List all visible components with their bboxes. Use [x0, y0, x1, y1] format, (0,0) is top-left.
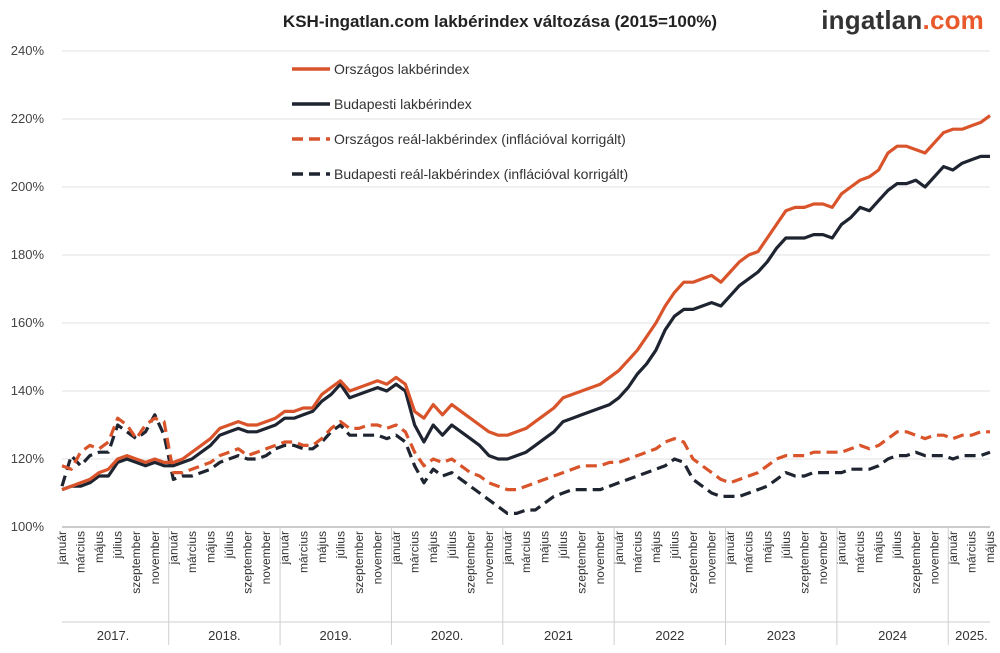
x-tick-label-2020-szeptember: szeptember — [463, 531, 477, 594]
x-tick-label-2023-július: július — [779, 531, 793, 559]
logo-text-main: ingatlan — [821, 5, 923, 35]
x-tick-label-2021-november: november — [593, 531, 607, 584]
x-tick-label-2021-szeptember: szeptember — [575, 531, 589, 594]
x-tick-label-2017-november: november — [148, 531, 162, 584]
year-label-2023: 2023 — [767, 628, 796, 643]
legend-label-1: Országos lakbérindex — [334, 61, 469, 77]
x-tick-label-2024-július: július — [890, 531, 904, 559]
x-tick-label-2024-január: január — [835, 531, 849, 565]
x-tick-label-2022-május: május — [649, 531, 663, 563]
year-label-2017: 2017. — [97, 628, 130, 643]
x-tick-label-2022-november: november — [705, 531, 719, 584]
x-tick-label-2019-január: január — [278, 531, 292, 565]
year-label-2025: 2025. — [955, 628, 988, 643]
x-tick-label-2017-január: január — [55, 531, 69, 565]
y-tick-label-240: 240% — [11, 43, 45, 58]
ingatlan-logo: ingatlan.com — [821, 5, 984, 36]
x-tick-label-2020-március: március — [408, 531, 422, 573]
x-tick-label-2018-március: március — [185, 531, 199, 573]
legend: Országos lakbérindex Budapesti lakbérinde… — [292, 61, 628, 182]
x-tick-label-2023-november: november — [816, 531, 830, 584]
x-tick-label-2019-március: március — [296, 531, 310, 573]
y-tick-label-220: 220% — [11, 111, 45, 126]
gridlines — [62, 50, 990, 528]
x-tick-label-2023-március: március — [742, 531, 756, 573]
x-tick-label-2021-március: március — [519, 531, 533, 573]
legend-label-3: Országos reál-lakbérindex (inflációval k… — [334, 131, 626, 147]
year-label-2018: 2018. — [208, 628, 241, 643]
x-tick-label-2020-január: január — [389, 531, 403, 565]
year-label-2021: 2021 — [544, 628, 573, 643]
x-tick-label-2025-január: január — [946, 531, 960, 565]
x-tick-label-2022-január: január — [612, 531, 626, 565]
x-tick-label-2023-január: január — [723, 531, 737, 565]
x-tick-label-2021-július: július — [556, 531, 570, 559]
x-tick-label-2019-július: július — [333, 531, 347, 559]
x-tick-label-2017-március: március — [74, 531, 88, 573]
chart-title: KSH-ingatlan.com lakbérindex változása (… — [282, 12, 718, 31]
series-line-1 — [61, 114, 991, 492]
year-label-2019: 2019. — [319, 628, 352, 643]
year-label-2022: 2022 — [655, 628, 684, 643]
y-tick-label-140: 140% — [11, 383, 45, 398]
legend-label-2: Budapesti lakbérindex — [334, 96, 472, 112]
x-tick-label-2020-május: május — [426, 531, 440, 563]
x-tick-label-2018-január: január — [166, 531, 180, 565]
x-tick-label-2024-november: november — [927, 531, 941, 584]
x-tick-label-2017-szeptember: szeptember — [129, 531, 143, 594]
x-tick-label-2020-november: november — [482, 531, 496, 584]
series-line-3 — [61, 416, 990, 492]
x-axis: január március május július szeptember novemb… — [55, 527, 997, 645]
x-tick-label-2022-szeptember: szeptember — [686, 531, 700, 594]
series-lines — [60, 114, 991, 515]
x-tick-label-2017-május: május — [92, 531, 106, 563]
y-axis: 100% 120% 140% 160% 180% 200% 220% 240% — [11, 43, 45, 534]
x-tick-label-2023-május: május — [760, 531, 774, 563]
x-tick-label-2017-július: július — [111, 531, 125, 559]
series-line-4 — [60, 413, 991, 515]
x-tick-label-2023-szeptember: szeptember — [797, 531, 811, 594]
x-tick-label-2022-március: március — [630, 531, 644, 573]
y-tick-label-160: 160% — [11, 315, 45, 330]
x-tick-label-2024-szeptember: szeptember — [909, 531, 923, 594]
x-tick-label-2021-május: május — [538, 531, 552, 563]
x-tick-label-2019-május: május — [315, 531, 329, 563]
series-line-2 — [61, 154, 990, 492]
x-tick-label-2018-július: július — [222, 531, 236, 559]
x-tick-label-2025-május: május — [983, 531, 997, 563]
x-tick-label-2019-szeptember: szeptember — [352, 531, 366, 594]
x-tick-label-2018-május: május — [203, 531, 217, 563]
x-tick-label-2025-március: március — [964, 531, 978, 573]
y-tick-label-180: 180% — [11, 247, 45, 262]
y-tick-label-120: 120% — [11, 451, 45, 466]
x-tick-label-2021-január: január — [500, 531, 514, 565]
y-tick-label-200: 200% — [11, 179, 45, 194]
logo-text-accent: .com — [922, 5, 984, 35]
x-tick-label-2018-november: november — [259, 531, 273, 584]
x-tick-label-2024-március: március — [853, 531, 867, 573]
year-label-2020: 2020. — [431, 628, 464, 643]
x-tick-label-2018-szeptember: szeptember — [241, 531, 255, 594]
year-label-2024: 2024 — [878, 628, 907, 643]
legend-label-4: Budapesti reál-lakbérindex (inflációval … — [334, 166, 628, 182]
y-tick-label-100: 100% — [11, 519, 45, 534]
x-tick-label-2024-május: május — [872, 531, 886, 563]
x-tick-label-2020-július: július — [445, 531, 459, 559]
x-tick-label-2022-július: július — [667, 531, 681, 559]
x-tick-label-2019-november: november — [371, 531, 385, 584]
